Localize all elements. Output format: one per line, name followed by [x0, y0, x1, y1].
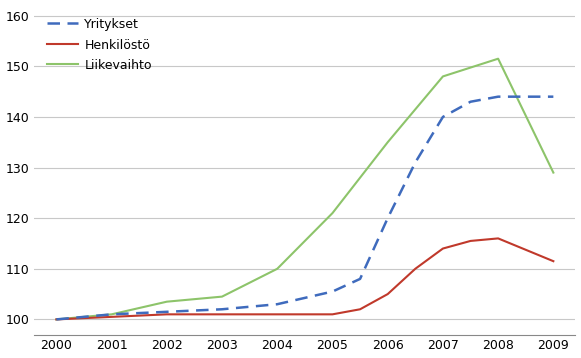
Yritykset [108, 312, 115, 316]
Henkilöstö [218, 312, 225, 316]
Liikevaihto [550, 170, 557, 175]
Yritykset [439, 115, 446, 119]
Line: Yritykset: Yritykset [56, 97, 553, 319]
Line: Henkilöstö: Henkilöstö [56, 238, 553, 319]
Liikevaihto [439, 74, 446, 78]
Liikevaihto [274, 267, 281, 271]
Yritykset [218, 307, 225, 311]
Liikevaihto [163, 300, 170, 304]
Henkilöstö [550, 259, 557, 263]
Henkilöstö [439, 246, 446, 251]
Henkilöstö [412, 267, 419, 271]
Henkilöstö [108, 315, 115, 319]
Henkilöstö [494, 236, 501, 241]
Liikevaihto [384, 140, 391, 144]
Liikevaihto [218, 295, 225, 299]
Yritykset [53, 317, 60, 321]
Yritykset [522, 95, 529, 99]
Liikevaihto [108, 312, 115, 316]
Henkilöstö [274, 312, 281, 316]
Yritykset [274, 302, 281, 306]
Yritykset [494, 95, 501, 99]
Henkilöstö [357, 307, 364, 311]
Henkilöstö [329, 312, 336, 316]
Henkilöstö [163, 312, 170, 316]
Yritykset [163, 310, 170, 314]
Liikevaihto [53, 317, 60, 321]
Yritykset [357, 277, 364, 281]
Yritykset [467, 100, 474, 104]
Yritykset [329, 289, 336, 294]
Yritykset [412, 160, 419, 165]
Henkilöstö [467, 239, 474, 243]
Yritykset [550, 95, 557, 99]
Yritykset [384, 216, 391, 220]
Henkilöstö [53, 317, 60, 321]
Liikevaihto [494, 57, 501, 61]
Legend: Yritykset, Henkilöstö, Liikevaihto: Yritykset, Henkilöstö, Liikevaihto [41, 12, 158, 78]
Henkilöstö [384, 292, 391, 296]
Liikevaihto [329, 211, 336, 215]
Line: Liikevaihto: Liikevaihto [56, 59, 553, 319]
